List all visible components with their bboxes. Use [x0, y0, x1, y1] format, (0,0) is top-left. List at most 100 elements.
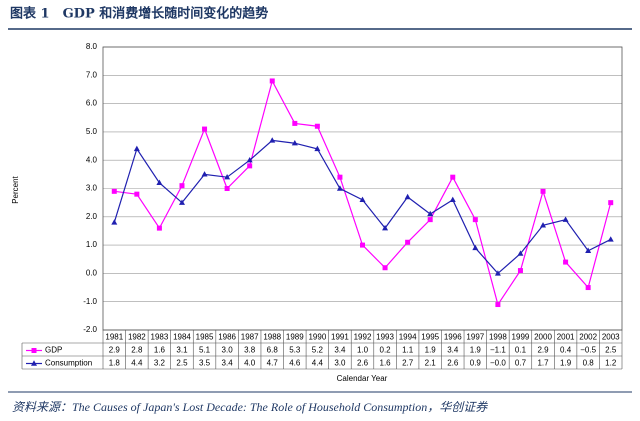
data-point	[540, 188, 546, 194]
table-value: 0.8	[583, 359, 595, 368]
data-point	[472, 217, 478, 223]
data-point	[292, 120, 298, 126]
data-point	[111, 188, 117, 194]
table-value: 5.2	[312, 346, 324, 355]
table-value: 0.7	[515, 359, 527, 368]
y-tick-label: 5.0	[86, 127, 98, 136]
table-value: 0.9	[470, 359, 482, 368]
table-value: 3.4	[447, 346, 459, 355]
x-tick-label: 1999	[512, 333, 530, 342]
x-tick-label: 1987	[241, 333, 259, 342]
table-value: 1.1	[402, 346, 414, 355]
table-value: 2.6	[447, 359, 459, 368]
data-point	[540, 222, 547, 228]
y-tick-label: 4.0	[86, 155, 98, 164]
table-value: 6.8	[267, 346, 279, 355]
x-tick-label: 1997	[466, 333, 484, 342]
table-value: 1.8	[109, 359, 121, 368]
data-point	[156, 179, 163, 186]
table-value: −1.1	[490, 346, 506, 355]
data-point	[179, 183, 185, 189]
data-point	[224, 186, 230, 191]
y-tick-label: 3.0	[86, 184, 98, 193]
table-value: 3.0	[222, 346, 234, 355]
table-value: 5.1	[199, 346, 211, 355]
data-point	[314, 145, 321, 152]
x-tick-label: 1985	[196, 333, 214, 342]
data-point	[360, 242, 365, 248]
table-value: 0.4	[560, 346, 572, 355]
data-point	[178, 199, 185, 205]
data-point	[224, 173, 231, 180]
data-point	[608, 200, 614, 206]
data-point	[450, 174, 456, 180]
data-point	[563, 259, 569, 265]
series-line	[114, 79, 612, 306]
data-point	[495, 302, 501, 308]
x-tick-label: 1992	[354, 333, 372, 342]
data-point	[269, 78, 275, 84]
legend-marker	[31, 360, 37, 366]
table-value: 2.9	[109, 346, 121, 355]
table-value: 2.5	[605, 346, 617, 355]
table-value: 1.9	[470, 346, 482, 355]
x-tick-label: 1993	[376, 333, 394, 342]
table-value: 4.4	[131, 359, 143, 368]
x-tick-label: 1988	[263, 333, 281, 342]
data-point	[607, 236, 614, 242]
data-point	[359, 196, 366, 203]
y-tick-label: -2.0	[83, 325, 97, 334]
data-point	[247, 163, 253, 169]
data-point	[449, 196, 456, 203]
source-note: 资料来源：The Causes of Japan's Lost Decade: …	[12, 400, 488, 414]
table-value: 3.2	[154, 359, 166, 368]
data-point	[314, 123, 320, 129]
table-value: 4.0	[244, 359, 256, 368]
table-value: −0.0	[490, 359, 506, 368]
data-point	[156, 225, 162, 231]
table-value: 1.7	[537, 359, 549, 368]
legend-label: GDP	[45, 346, 62, 355]
data-point	[585, 285, 591, 291]
x-tick-label: 1981	[105, 333, 123, 342]
x-tick-label: 1982	[128, 333, 146, 342]
data-point	[472, 244, 479, 251]
y-tick-label: 8.0	[86, 42, 98, 51]
data-point	[405, 239, 411, 245]
x-tick-label: 1984	[173, 333, 191, 342]
table-value: 1.9	[560, 359, 572, 368]
table-value: 3.4	[222, 359, 234, 368]
data-point	[111, 219, 118, 225]
table-value: 1.6	[380, 359, 392, 368]
data-point	[517, 268, 523, 274]
data-point	[269, 137, 276, 143]
table-value: 4.7	[267, 359, 279, 368]
table-value: 3.1	[176, 346, 188, 355]
table-value: 2.9	[537, 346, 549, 355]
table-value: 0.1	[515, 346, 527, 355]
data-point	[336, 185, 343, 191]
table-value: 2.1	[425, 359, 437, 368]
x-axis-label: Calendar Year	[337, 374, 388, 383]
data-point	[337, 174, 343, 180]
table-value: 1.9	[425, 346, 437, 355]
y-tick-label: 7.0	[86, 70, 98, 79]
x-tick-label: 1994	[399, 333, 417, 342]
x-tick-label: 1998	[489, 333, 507, 342]
data-point	[494, 270, 501, 276]
y-axis-label: Percent	[11, 175, 20, 203]
x-tick-label: 1995	[421, 333, 439, 342]
table-value: 4.6	[289, 359, 301, 368]
table-value: 2.7	[402, 359, 414, 368]
y-tick-label: -1.0	[83, 297, 97, 306]
x-tick-label: 1996	[444, 333, 462, 342]
data-point	[585, 247, 592, 253]
data-point	[246, 157, 253, 163]
data-point	[133, 145, 140, 152]
x-tick-label: 1983	[151, 333, 169, 342]
x-tick-label: 2002	[579, 333, 597, 342]
table-value: 1.2	[605, 359, 617, 368]
x-tick-label: 1990	[308, 333, 326, 342]
data-point	[427, 210, 434, 217]
